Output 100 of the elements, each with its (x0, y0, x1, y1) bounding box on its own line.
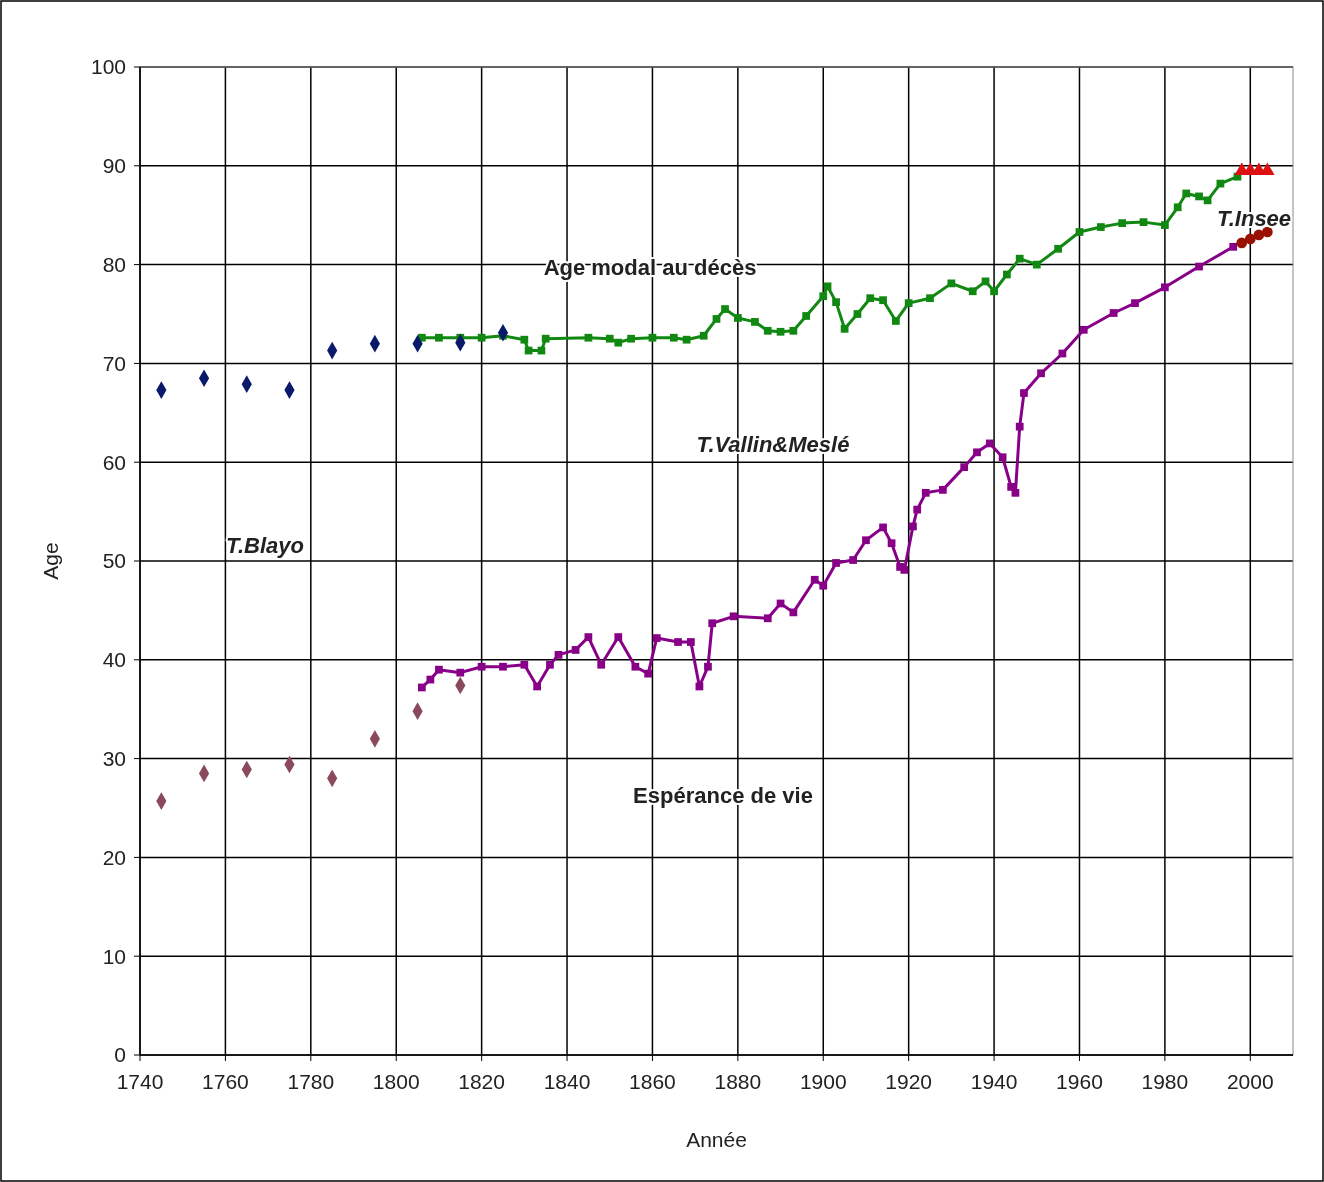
point (832, 298, 840, 307)
y-tick-label: 10 (102, 944, 126, 968)
point (840, 324, 849, 333)
point (909, 522, 917, 531)
point (704, 662, 712, 671)
point (520, 335, 529, 344)
point (1015, 422, 1024, 431)
point (990, 287, 998, 296)
point (985, 439, 994, 448)
point (1161, 283, 1169, 292)
x-tick-label: 1800 (372, 1070, 420, 1093)
point (687, 638, 695, 646)
x-tick-label: 1760 (202, 1070, 249, 1093)
x-tick-label: 1820 (458, 1070, 505, 1093)
x-tick-label: 1740 (116, 1070, 164, 1093)
point (823, 282, 832, 291)
point (1236, 237, 1248, 249)
y-tick-label: 80 (102, 252, 126, 276)
y-tick-label: 70 (102, 351, 126, 375)
point (584, 333, 593, 342)
y-tick-label: 50 (102, 549, 126, 573)
point (669, 333, 678, 342)
point (802, 312, 811, 320)
point (968, 287, 977, 296)
point (477, 662, 486, 671)
point (1161, 221, 1169, 229)
point (853, 310, 862, 318)
point (554, 650, 563, 659)
point (435, 665, 443, 674)
point (1229, 242, 1238, 251)
point (1118, 219, 1127, 227)
y-tick-label: 90 (102, 154, 126, 178)
x-tick-label: 1920 (885, 1070, 933, 1093)
x-axis-title: Année (686, 1128, 747, 1151)
point (1096, 223, 1105, 231)
point (674, 638, 682, 646)
point (1007, 483, 1016, 491)
point (520, 660, 529, 669)
point (1182, 189, 1191, 198)
point (477, 333, 486, 342)
point (1139, 218, 1148, 226)
point (729, 612, 738, 621)
point (721, 305, 729, 313)
point (879, 296, 887, 305)
x-tick-label: 1880 (714, 1070, 762, 1093)
point (614, 633, 623, 641)
point (973, 448, 981, 457)
point (866, 294, 875, 303)
point (1109, 309, 1118, 317)
x-tick-label: 2000 (1226, 1070, 1274, 1093)
point (1003, 270, 1011, 279)
point (456, 668, 465, 677)
point (947, 279, 956, 288)
point (1032, 260, 1041, 269)
point (584, 633, 593, 641)
annotation: T.Blayo (226, 532, 304, 558)
x-tick-label: 1780 (287, 1070, 335, 1093)
point (708, 619, 717, 628)
point (891, 317, 900, 325)
point (1011, 488, 1020, 497)
point (960, 463, 969, 472)
point (1173, 203, 1182, 212)
point (751, 318, 759, 326)
x-tick-label: 1840 (543, 1070, 591, 1093)
y-tick-label: 0 (114, 1043, 126, 1067)
point (921, 488, 930, 497)
point (1131, 299, 1139, 307)
point (887, 539, 896, 548)
point (499, 662, 507, 671)
point (763, 326, 772, 335)
point (435, 333, 443, 342)
point (533, 682, 542, 691)
point (417, 683, 426, 692)
point (1195, 262, 1203, 271)
point (652, 634, 661, 642)
point (789, 326, 798, 335)
y-tick-label: 60 (102, 450, 126, 474)
point (913, 505, 922, 514)
point (789, 608, 798, 617)
point (1054, 244, 1062, 253)
point (862, 536, 870, 545)
point (849, 556, 858, 564)
point (614, 338, 623, 347)
point (541, 334, 550, 343)
point (1079, 325, 1088, 334)
point (648, 333, 657, 342)
point (571, 646, 580, 654)
point (1020, 389, 1028, 397)
point (631, 662, 640, 671)
point (733, 314, 742, 322)
point (904, 299, 913, 307)
x-tick-label: 1860 (629, 1070, 676, 1093)
point (819, 292, 828, 301)
x-tick-label: 1960 (1056, 1070, 1103, 1093)
point (546, 660, 554, 669)
point (627, 334, 635, 343)
y-tick-label: 20 (102, 845, 126, 869)
x-tick-label: 1980 (1141, 1070, 1189, 1093)
point (699, 331, 708, 340)
point (1015, 254, 1024, 263)
